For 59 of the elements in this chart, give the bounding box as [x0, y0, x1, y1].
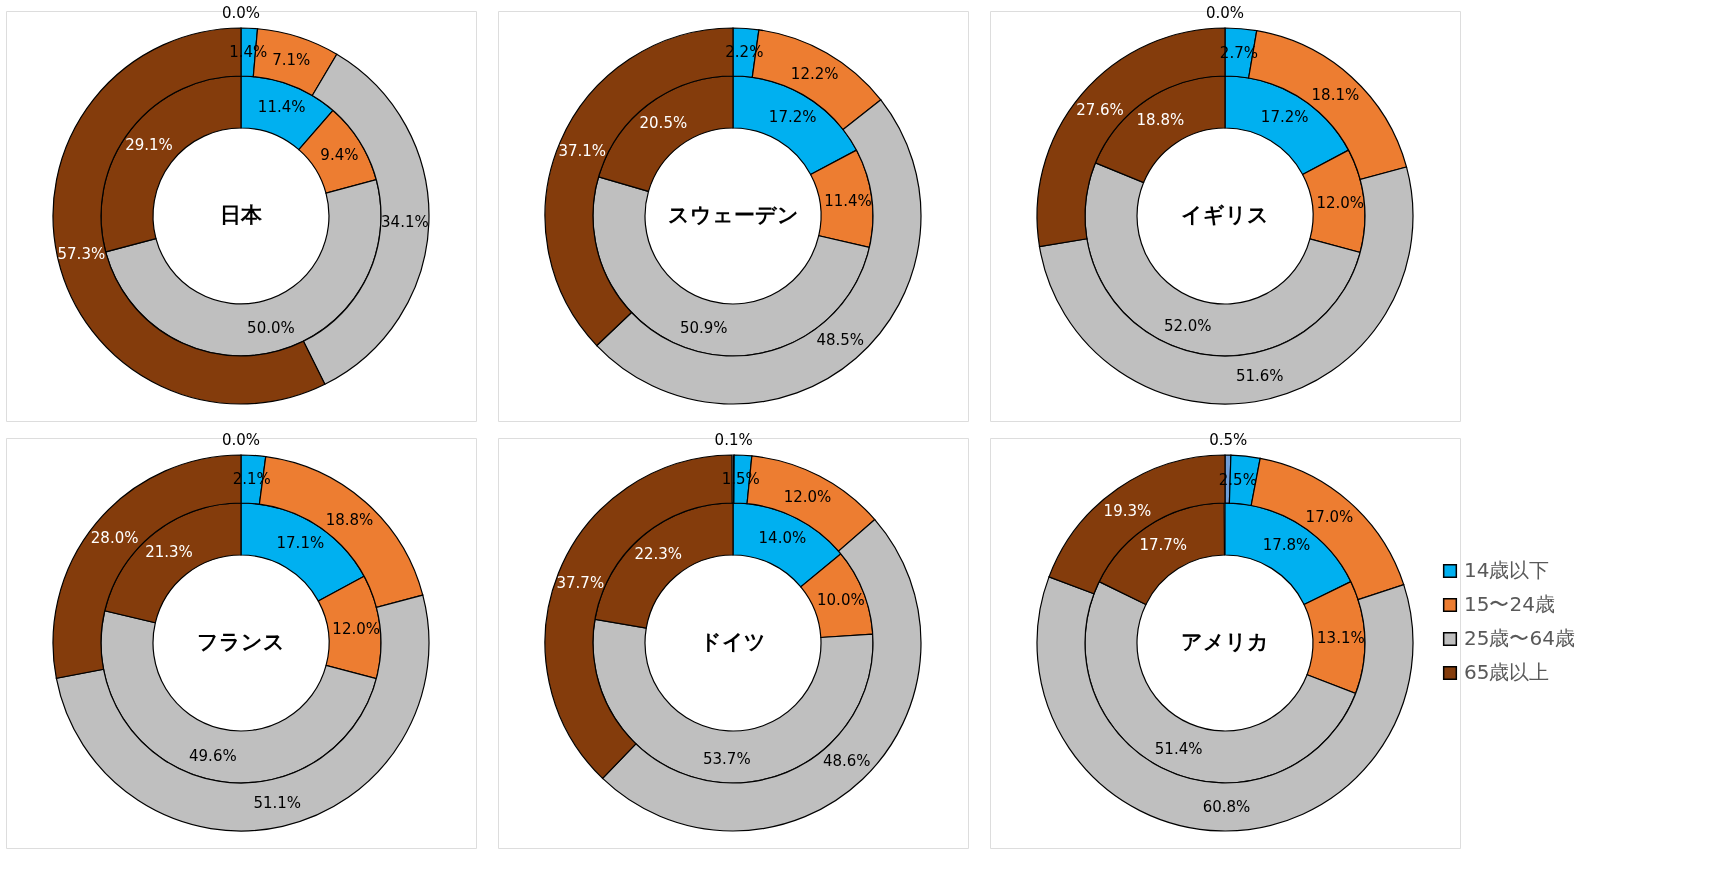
data-label: 12.0%: [332, 620, 380, 639]
data-label: 1.4%: [229, 43, 268, 62]
data-label: 17.0%: [1305, 507, 1354, 526]
data-label: 51.6%: [1235, 367, 1284, 386]
text: 日本: [220, 203, 263, 227]
text: スウェーデン: [667, 203, 799, 227]
data-label: 50.0%: [247, 319, 295, 338]
data-label: 27.6%: [1076, 100, 1124, 119]
data-label: 9.4%: [320, 145, 359, 164]
data-label: 21.3%: [145, 543, 193, 562]
data-label: 12.2%: [790, 64, 839, 83]
text: フランス: [197, 630, 285, 654]
data-label: 37.7%: [556, 574, 605, 593]
data-label: 22.3%: [634, 545, 683, 564]
legend-label: 65歳以上: [1464, 660, 1550, 684]
data-label: 7.1%: [272, 50, 311, 69]
data-label: 51.1%: [253, 793, 302, 812]
text: 0.0%: [221, 4, 261, 22]
data-label: 28.0%: [90, 529, 139, 548]
data-label: 12.0%: [1316, 193, 1365, 212]
data-label: 48.6%: [822, 752, 871, 771]
text: ドイツ: [700, 630, 766, 654]
data-label: 29.1%: [125, 136, 173, 155]
data-label: 17.1%: [276, 534, 325, 553]
data-label: 60.8%: [1202, 797, 1251, 816]
data-label: 19.3%: [1103, 502, 1152, 521]
data-label: 10.0%: [817, 591, 865, 610]
data-label: 12.0%: [783, 487, 832, 506]
data-label: 17.8%: [1262, 535, 1311, 554]
data-label: 17.2%: [1260, 107, 1309, 126]
data-label: 18.1%: [1311, 85, 1360, 104]
text: イギリス: [1181, 203, 1269, 227]
data-label: 14.0%: [758, 529, 807, 548]
data-label: 51.4%: [1154, 740, 1203, 759]
data-label: 17.2%: [768, 107, 817, 126]
data-label: 18.8%: [325, 510, 374, 529]
data-label: 17.7%: [1139, 535, 1188, 554]
data-label: 50.9%: [679, 319, 728, 338]
text: 0.0%: [1205, 4, 1245, 22]
data-label: 49.6%: [189, 746, 237, 765]
data-label: 11.4%: [257, 98, 306, 117]
data-label: 0.5%: [1209, 431, 1248, 450]
text: 0.0%: [221, 431, 261, 449]
data-label: 34.1%: [381, 212, 429, 231]
data-label: 57.3%: [57, 244, 106, 263]
data-label: 20.5%: [639, 114, 688, 133]
data-label: 11.4%: [824, 191, 872, 210]
legend-label: 25歳〜64歳: [1464, 626, 1575, 650]
data-label: 37.1%: [558, 142, 607, 161]
data-label: 53.7%: [702, 749, 751, 768]
data-label: 52.0%: [1163, 316, 1212, 335]
data-label: 0.1%: [714, 431, 753, 449]
data-label: 18.8%: [1136, 110, 1185, 129]
legend-label: 15〜24歳: [1464, 592, 1555, 616]
data-label: 1.5%: [721, 470, 760, 489]
data-label: 13.1%: [1317, 629, 1365, 648]
text: アメリカ: [1181, 630, 1269, 654]
legend-label: 14歳以下: [1464, 558, 1550, 582]
data-label: 48.5%: [816, 331, 865, 350]
